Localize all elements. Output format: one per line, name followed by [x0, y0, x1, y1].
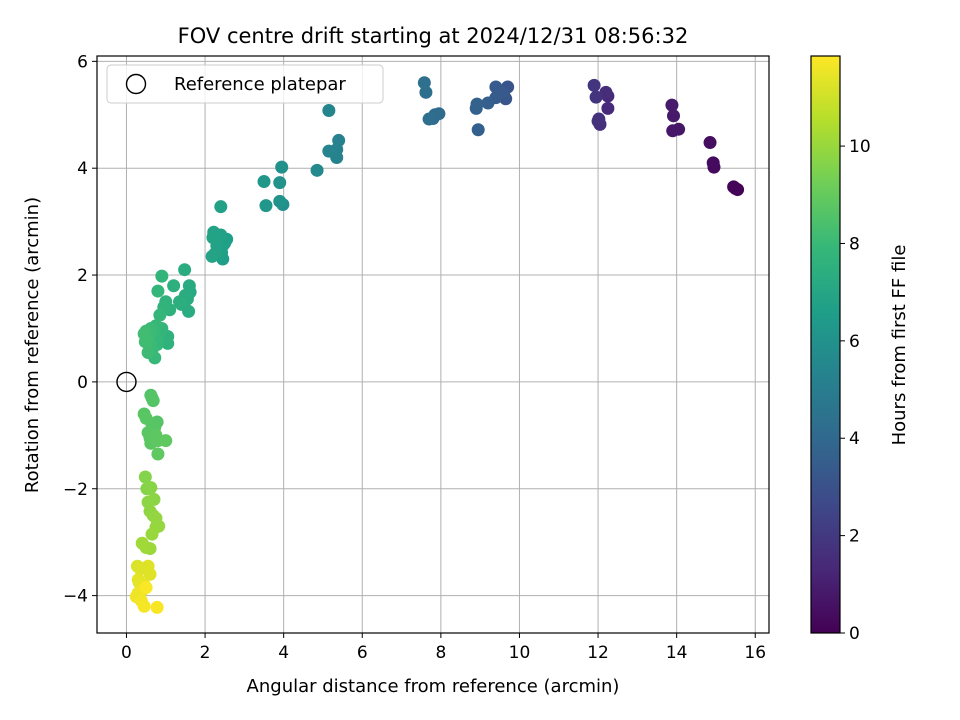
data-point — [322, 103, 336, 117]
data-point — [138, 470, 152, 484]
data-point — [141, 346, 155, 360]
data-point — [489, 80, 503, 94]
legend-reference-marker — [125, 73, 147, 95]
colorbar-fill — [811, 56, 840, 633]
data-point — [322, 144, 336, 158]
data-point — [145, 527, 159, 541]
data-point — [150, 600, 164, 614]
data-point — [151, 447, 165, 461]
plot-area-frame — [96, 55, 770, 634]
data-point — [589, 90, 603, 104]
colorbar-frame — [810, 55, 841, 634]
colorbar-tick-label: 8 — [849, 234, 860, 254]
data-point — [587, 78, 601, 92]
x-tick-label: 4 — [278, 643, 289, 663]
data-point — [257, 175, 271, 189]
colorbar-tick-label: 2 — [849, 527, 860, 547]
y-axis-label: Rotation from reference (arcmin) — [22, 197, 43, 493]
y-tick-label: −4 — [63, 587, 88, 607]
data-point — [481, 96, 495, 110]
data-point — [135, 536, 149, 550]
colorbar-tick-label: 6 — [849, 332, 860, 352]
data-point — [706, 156, 720, 170]
x-tick-label: 2 — [200, 643, 211, 663]
data-point — [143, 567, 157, 581]
x-tick-label: 14 — [666, 643, 688, 663]
data-point — [665, 98, 679, 112]
data-point — [259, 199, 273, 213]
data-point — [703, 136, 717, 150]
data-point — [139, 581, 153, 595]
legend-box — [106, 64, 384, 104]
x-tick-label: 12 — [587, 643, 609, 663]
data-point — [153, 308, 167, 322]
data-point — [159, 434, 173, 448]
data-point — [470, 97, 484, 111]
data-point — [275, 160, 289, 174]
data-point — [178, 263, 192, 277]
reference-platepar-marker — [116, 371, 137, 393]
data-point — [155, 269, 169, 283]
data-point — [592, 112, 606, 126]
y-tick-label: 0 — [77, 373, 88, 393]
colorbar: 0 2 4 6 8 10 Hours from first FF file — [810, 55, 910, 644]
x-tick-label: 8 — [435, 643, 446, 663]
data-point — [137, 599, 151, 613]
colorbar-tick-label: 4 — [849, 429, 860, 449]
x-tick-label: 10 — [509, 643, 531, 663]
x-tick-label: 6 — [357, 643, 368, 663]
y-tick-label: −2 — [63, 480, 88, 500]
data-point — [144, 481, 158, 495]
data-point — [419, 85, 433, 99]
data-points — [116, 76, 745, 614]
data-point — [205, 249, 219, 263]
x-tick-label: 16 — [744, 643, 766, 663]
data-point — [206, 231, 220, 245]
data-point — [173, 295, 187, 309]
axes: 0 2 4 6 8 10 12 14 16 −4 −2 0 2 4 6 — [63, 52, 766, 663]
colorbar-label: Hours from first FF file — [889, 245, 910, 446]
data-point — [666, 124, 680, 138]
data-point — [214, 200, 228, 214]
data-point — [727, 180, 741, 194]
data-point — [273, 194, 287, 208]
x-tick-label: 0 — [121, 643, 132, 663]
data-point — [471, 123, 485, 137]
legend-label-reference: Reference platepar — [174, 74, 346, 95]
data-point — [151, 284, 165, 298]
data-point — [137, 327, 151, 341]
legend: Reference platepar — [106, 64, 384, 104]
data-point — [310, 163, 324, 177]
data-point — [599, 85, 613, 99]
data-point — [161, 336, 175, 350]
y-tick-label: 2 — [77, 266, 88, 286]
chart-title: FOV centre drift starting at 2024/12/31 … — [178, 24, 689, 48]
data-point — [422, 112, 436, 126]
y-tick-label: 4 — [77, 159, 88, 179]
data-point — [167, 279, 181, 293]
y-tick-label: 6 — [77, 52, 88, 72]
data-point — [139, 411, 153, 425]
colorbar-tick-label: 0 — [849, 624, 860, 644]
data-point — [417, 76, 431, 90]
grid — [97, 56, 769, 633]
data-point — [667, 109, 681, 123]
data-point — [146, 394, 160, 408]
colorbar-tick-label: 10 — [849, 137, 871, 157]
colorbar-ticks: 0 2 4 6 8 10 — [840, 137, 871, 644]
data-point — [273, 176, 287, 190]
x-axis-label: Angular distance from reference (arcmin) — [247, 676, 620, 697]
data-point — [601, 101, 615, 115]
